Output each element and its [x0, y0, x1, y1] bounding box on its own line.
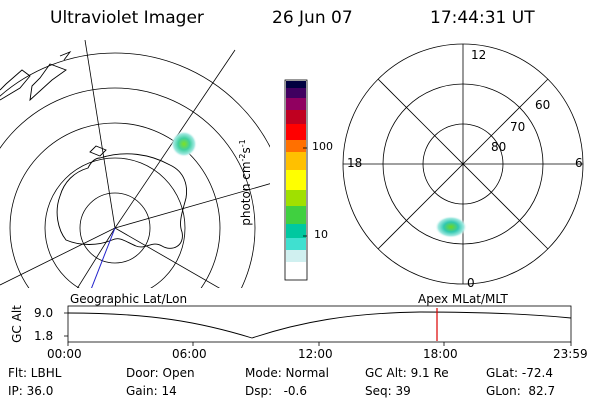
coastline: [0, 50, 187, 249]
latitude-circles: [0, 52, 270, 288]
aurora-emission-geo: [171, 131, 197, 157]
colorbar-unit-label: photon cm-2s-1: [237, 139, 253, 226]
timeline-left-label: Geographic Lat/Lon: [70, 292, 188, 306]
mlat-label-60: 60: [535, 98, 551, 112]
color-scale-bar: [284, 79, 308, 281]
door-info: Door: Open: [126, 366, 195, 380]
colorbar-tick-100: 100: [312, 140, 333, 153]
date-label: 26 Jun 07: [272, 8, 353, 28]
mlt-label-18: 18: [347, 156, 363, 170]
timeline-right-label: Apex MLat/MLT: [418, 292, 508, 306]
ip-info: IP: 36.0: [8, 384, 54, 398]
polar-plot: [342, 43, 584, 285]
seq-info: Seq: 39: [365, 384, 411, 398]
timeline-xtick-1800: 18:00: [423, 347, 458, 361]
timeline-xtick-1200: 12:00: [298, 347, 333, 361]
timeline-ytick-top: 9.0: [34, 306, 54, 320]
mlat-label-80: 80: [491, 140, 507, 154]
timeline-panel: [64, 305, 572, 346]
colorbar-tick-10: 10: [314, 228, 328, 241]
mode-info: Mode: Normal: [245, 366, 329, 380]
instrument-title: Ultraviolet Imager: [50, 8, 204, 28]
gain-info: Gain: 14: [126, 384, 177, 398]
footprint-line: [91, 227, 116, 288]
filter-info: Flt: LBHL: [8, 366, 62, 380]
mlt-label-12: 12: [471, 48, 487, 62]
altitude-curve: [67, 311, 572, 339]
mlat-label-70: 70: [510, 120, 526, 134]
mlt-label-0: 0: [467, 276, 475, 290]
timeline-ytick-bottom: 1.8: [34, 329, 54, 343]
aurora-emission-polar: [435, 216, 467, 238]
gcalt-info: GC Alt: 9.1 Re: [365, 366, 449, 380]
dsp-info: Dsp: -0.6: [245, 384, 308, 398]
timeline-xtick-0000: 00:00: [47, 347, 82, 361]
mlt-label-6: 6: [575, 156, 583, 170]
timeline-axis-label: GC Alt: [9, 305, 24, 343]
timeline-xtick-0600: 06:00: [172, 347, 207, 361]
time-label: 17:44:31 UT: [430, 8, 535, 28]
geographic-map: [0, 40, 270, 288]
timeline-xtick-2359: 23:59: [553, 347, 588, 361]
glat-info: GLat: -72.4: [486, 366, 553, 380]
glon-info: GLon: 82.7: [486, 384, 556, 398]
